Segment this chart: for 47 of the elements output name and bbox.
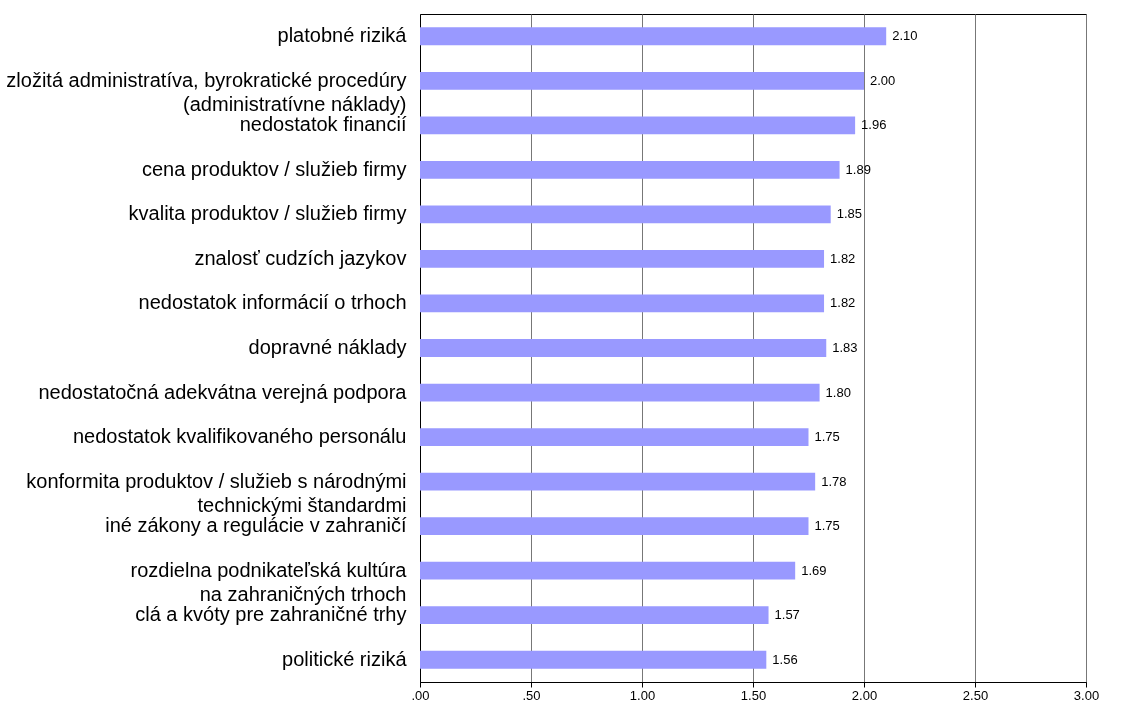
- data-label: 1.83: [832, 340, 858, 355]
- data-label: 1.56: [772, 651, 798, 667]
- y-tick-label: politické riziká: [282, 647, 408, 670]
- y-tick-label: nedostatočná adekvátna verejná podpora: [38, 380, 408, 403]
- bar: [420, 339, 827, 357]
- y-tick-label: kvalita produktov / služieb firmy: [128, 202, 407, 225]
- x-tick-label: 2.00: [851, 687, 878, 703]
- bar: [420, 606, 769, 625]
- y-tick-label: platobné riziká: [277, 24, 408, 47]
- y-tick-label: nedostatok kvalifikovaného personálu: [72, 425, 407, 448]
- x-tick-label: .50: [522, 687, 541, 703]
- bar: [420, 250, 825, 268]
- bar: [420, 472, 816, 491]
- bar: [420, 650, 767, 669]
- bar: [420, 383, 820, 402]
- data-label: 1.78: [821, 473, 847, 489]
- x-tick-label: 3.00: [1073, 687, 1100, 703]
- x-tick-label: 1.50: [740, 687, 767, 703]
- data-label: 1.75: [814, 518, 840, 534]
- bar: [420, 71, 864, 90]
- data-label: 1.89: [845, 161, 871, 177]
- x-tick-label: 2.50: [962, 687, 989, 703]
- bar: [420, 561, 796, 580]
- data-label: 1.85: [836, 206, 863, 222]
- x-tick-label: 1.00: [629, 687, 656, 703]
- y-tick-label: nedostatok informácií o trhoch: [138, 291, 407, 314]
- data-label: 2.10: [892, 28, 918, 44]
- x-tick-label: .00: [411, 687, 430, 703]
- bar: [420, 116, 856, 135]
- y-tick-label: znalosť cudzích jazykov: [194, 246, 407, 269]
- data-label: 1.57: [774, 607, 800, 623]
- data-label: 1.96: [861, 117, 887, 133]
- bar: [420, 517, 809, 536]
- y-tick-label: dopravné náklady: [248, 336, 407, 358]
- bar: [420, 294, 825, 313]
- data-label: 1.75: [814, 429, 840, 445]
- y-tick-label: zložitá administratíva, byrokratické procedúry (administratívne náklady): [6, 68, 407, 115]
- data-label: 1.82: [830, 250, 856, 266]
- bar: [420, 27, 887, 46]
- data-label: 1.80: [825, 384, 851, 400]
- data-label: 1.69: [801, 562, 827, 578]
- bar: [420, 428, 809, 446]
- bar: [420, 160, 840, 179]
- data-label: 1.82: [830, 295, 856, 311]
- bar: [420, 205, 831, 224]
- y-tick-label: cena produktov / služieb firmy: [141, 157, 407, 180]
- data-label: 2.00: [870, 72, 896, 88]
